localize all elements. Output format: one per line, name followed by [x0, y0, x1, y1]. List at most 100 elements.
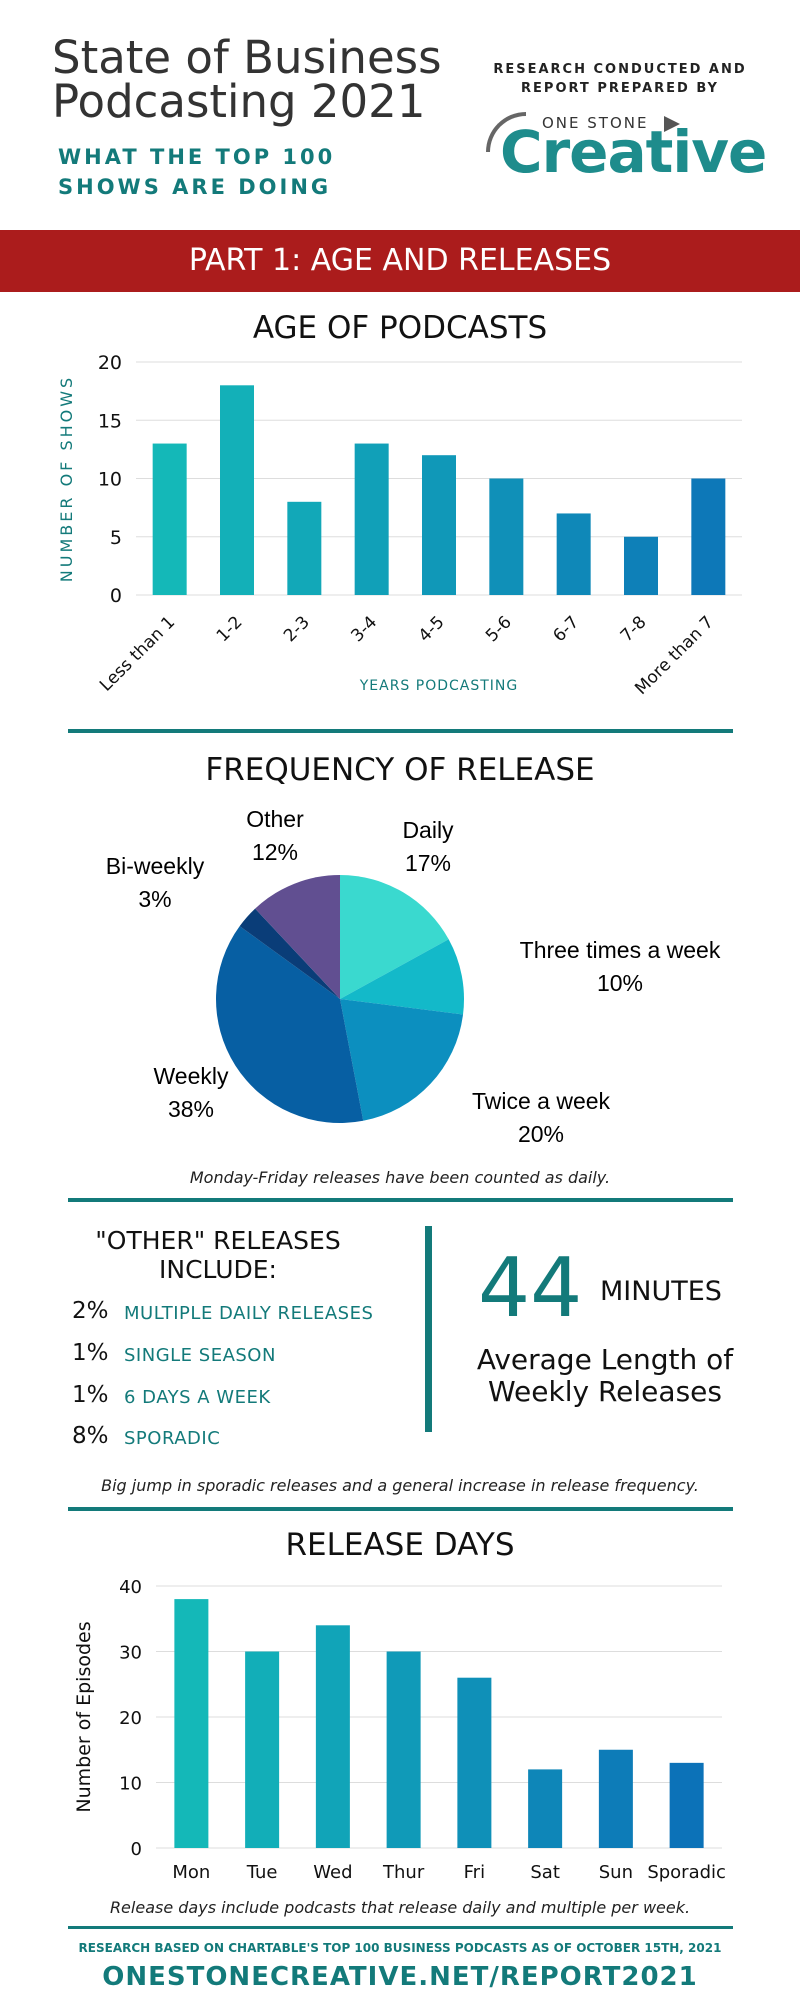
bar	[386, 1651, 421, 1848]
x-tick-label: 6-7	[549, 612, 583, 646]
pie-label: Daily 17%	[378, 814, 478, 880]
release-days-note: Release days include podcasts that relea…	[109, 1898, 691, 1917]
bar	[287, 501, 322, 595]
pie-label: Twice a week 20%	[458, 1085, 624, 1151]
list-item-label: SPORADIC	[124, 1428, 221, 1449]
title-line-1: State of Business	[52, 31, 442, 84]
list-item-percent: 1%	[72, 1340, 109, 1366]
bar	[422, 455, 456, 595]
pie-label-percent: 20%	[517, 1121, 565, 1147]
other-note: Big jump in sporadic releases and a gene…	[101, 1476, 699, 1495]
pie-label-name: Bi-weekly	[105, 853, 205, 879]
y-tick-label: 15	[98, 410, 122, 432]
x-tick-label: Sun	[599, 1862, 633, 1883]
pie-label-name: Other	[246, 806, 304, 832]
x-tick-label: Thur	[382, 1862, 425, 1883]
pie-slice	[216, 926, 364, 1123]
bar	[220, 385, 254, 595]
other-title-line-1: "OTHER" RELEASES	[95, 1226, 341, 1255]
page-subtitle: WHAT THE TOP 100 SHOWS ARE DOING	[58, 142, 378, 202]
x-tick-label: Tue	[246, 1862, 278, 1883]
y-tick-label: 0	[131, 1839, 142, 1860]
research-line-2: REPORT PREPARED BY	[521, 81, 719, 96]
list-item-percent: 1%	[72, 1382, 109, 1408]
y-tick-label: 20	[119, 1708, 142, 1729]
pie-label-name: Twice a week	[471, 1088, 611, 1114]
release-days-chart: 0 10 20 30 40 Mon Tue Wed Thur Fri Sat Sun Sporadic N…	[73, 1577, 726, 1883]
x-tick-label: Wed	[313, 1862, 352, 1883]
bar	[489, 478, 524, 595]
x-tick-label: 7-8	[617, 612, 651, 646]
pie-label: Weekly 38%	[136, 1060, 246, 1126]
frequency-note: Monday-Friday releases have been counted…	[189, 1168, 611, 1187]
pie-label-percent: 12%	[251, 839, 299, 865]
list-item: 1% SINGLE SEASON	[72, 1340, 412, 1376]
y-tick-label: 30	[119, 1643, 142, 1664]
y-tick-label: 5	[110, 527, 122, 549]
list-item-label: MULTIPLE DAILY RELEASES	[124, 1303, 374, 1324]
bar	[152, 443, 187, 595]
y-tick-label: 20	[98, 352, 122, 374]
frequency-of-release-chart	[216, 875, 464, 1123]
footer-source: RESEARCH BASED ON CHARTABLE'S TOP 100 BU…	[78, 1941, 722, 1955]
footer-url-link[interactable]: ONESTONECREATIVE.NET/REPORT2021	[102, 1962, 698, 1992]
subtitle-line-2: SHOWS ARE DOING	[58, 175, 332, 199]
one-stone-creative-logo: ONE STONE Creative	[486, 108, 767, 186]
x-tick-label: Mon	[172, 1862, 210, 1883]
x-tick-label: Sporadic	[647, 1862, 726, 1883]
section-divider	[68, 1507, 733, 1511]
pie-label-percent: 3%	[138, 886, 172, 912]
y-axis-label: NUMBER OF SHOWS	[57, 375, 76, 582]
section-divider	[68, 1926, 733, 1929]
pie-slice	[340, 999, 464, 1121]
bar	[598, 1749, 633, 1848]
x-tick-label: 4-5	[415, 612, 449, 646]
pie-slice	[340, 939, 464, 1015]
pie-label-percent: 17%	[404, 850, 452, 876]
bar	[624, 536, 658, 595]
page-title: State of Business Podcasting 2021	[52, 31, 472, 124]
pie-label-name: Three times a week	[519, 937, 721, 963]
list-item-label: SINGLE SEASON	[124, 1345, 276, 1366]
pie-label: Bi-weekly 3%	[96, 850, 214, 916]
pie-label-name: Daily	[402, 817, 454, 843]
section-banner: PART 1: AGE AND RELEASES	[0, 230, 800, 292]
research-line-1: RESEARCH CONDUCTED AND	[493, 62, 747, 77]
vertical-divider	[425, 1226, 432, 1432]
x-tick-label: Fri	[464, 1862, 485, 1883]
y-tick-label: 40	[119, 1577, 142, 1598]
logo-small-text: ONE STONE	[542, 114, 649, 132]
list-item-label: 6 DAYS A WEEK	[124, 1387, 271, 1408]
x-tick-label: 1-2	[213, 612, 247, 646]
x-tick-label: 2-3	[280, 612, 314, 646]
bar	[556, 513, 591, 595]
age-chart-title: AGE OF PODCASTS	[252, 310, 548, 346]
x-tick-label: 5-6	[482, 612, 516, 646]
pie-label: Three times a week 10%	[500, 934, 740, 1000]
logo-play-icon	[664, 116, 680, 132]
minutes-unit: MINUTES	[600, 1276, 722, 1307]
average-length-label: Average Length of Weekly Releases	[460, 1344, 750, 1408]
frequency-chart-title: FREQUENCY OF RELEASE	[205, 752, 595, 788]
y-tick-label: 10	[98, 469, 122, 491]
bar	[354, 443, 389, 595]
avg-line-2: Weekly Releases	[488, 1375, 722, 1408]
list-item-percent: 2%	[72, 1298, 109, 1324]
list-item: 2% MULTIPLE DAILY RELEASES	[72, 1298, 412, 1334]
y-tick-label: 0	[110, 585, 122, 607]
x-tick-label: Sat	[530, 1862, 560, 1883]
avg-line-1: Average Length of	[476, 1343, 734, 1376]
list-item: 8% SPORADIC	[72, 1423, 412, 1459]
bar	[315, 1625, 350, 1848]
other-releases-title: "OTHER" RELEASES INCLUDE:	[62, 1226, 374, 1284]
age-of-podcasts-chart: 0 5 10 15 20 Less than 1 1-2 2-3 3-4 4-5 5-6 6-7 7-8…	[57, 352, 742, 699]
pie-label-percent: 38%	[167, 1096, 215, 1122]
x-axis-label: YEARS PODCASTING	[359, 678, 519, 694]
pie-label: Other 12%	[228, 803, 322, 869]
bar	[669, 1762, 704, 1848]
subtitle-line-1: WHAT THE TOP 100	[58, 145, 336, 169]
y-axis-label: Number of Episodes	[73, 1621, 95, 1812]
pie-slice	[239, 908, 340, 999]
other-title-line-2: INCLUDE:	[159, 1255, 277, 1284]
research-credit: RESEARCH CONDUCTED AND REPORT PREPARED B…	[480, 60, 760, 98]
